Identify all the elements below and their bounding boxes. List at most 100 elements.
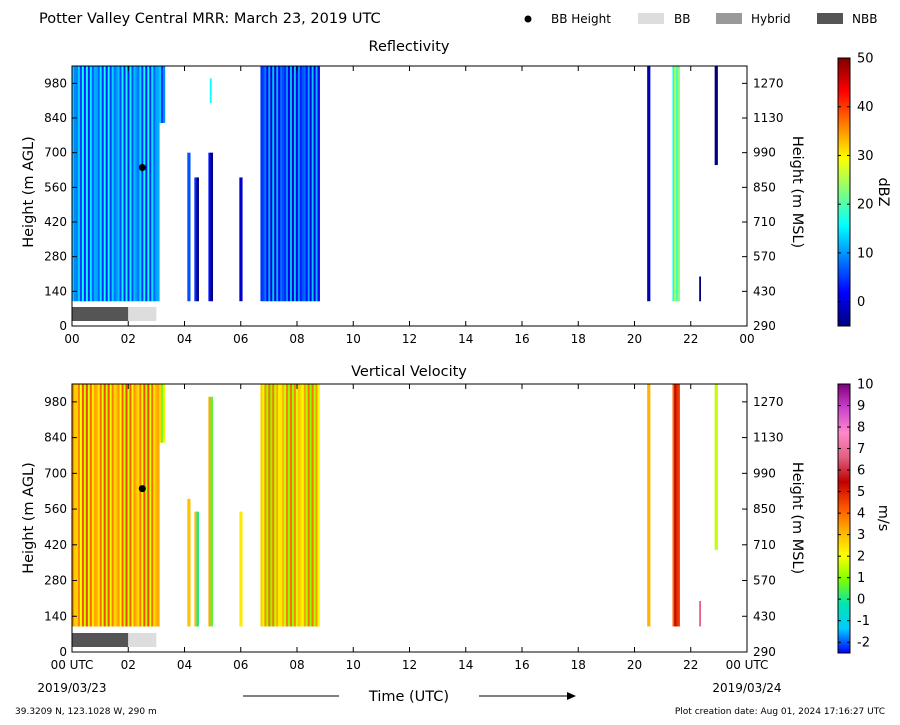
echo-stripe <box>210 396 214 627</box>
y2-tick-label: 990 <box>753 466 776 480</box>
echo-stripe <box>83 384 87 627</box>
echo-stripe <box>317 384 320 627</box>
echo-stripe <box>289 384 293 627</box>
echo-stripe <box>187 152 191 302</box>
y2-tick-label: 990 <box>753 146 776 160</box>
echo-stripe <box>672 384 675 627</box>
reflectivity-colorbar-label: dBZ <box>875 177 891 206</box>
echo-stripe <box>147 384 150 627</box>
x-tick-label: 02 <box>121 332 136 346</box>
x-axis-label: Time (UTC) <box>368 689 449 705</box>
echo-stripe <box>149 384 152 627</box>
bb-height-marker <box>138 485 146 493</box>
echo-stripe <box>286 66 289 302</box>
echo-columns <box>72 66 718 302</box>
colorbar-tick-label: 7 <box>857 442 865 457</box>
x-tick-label: 12 <box>402 658 417 672</box>
echo-stripe <box>73 384 77 627</box>
legend-nbb-swatch <box>817 13 843 24</box>
echo-stripe <box>99 66 103 302</box>
colorbar <box>837 383 851 654</box>
echo-stripe <box>77 384 81 627</box>
x-tick-label: 20 <box>627 658 642 672</box>
echo-stripe <box>297 384 301 627</box>
echo-stripe <box>113 66 116 302</box>
colorbar-tick-label: -2 <box>857 636 870 651</box>
echo-stripe <box>159 66 162 123</box>
y2-tick-label: 430 <box>753 609 776 623</box>
y2-tick-label: 290 <box>753 319 776 333</box>
plot-frame <box>71 65 748 327</box>
echo-stripe <box>105 384 109 627</box>
station-location: 39.3209 N, 123.1028 W, 290 m <box>15 707 157 717</box>
echo-stripe <box>714 66 718 166</box>
echo-stripe <box>125 384 128 627</box>
y-tick-label: 0 <box>59 319 67 333</box>
echo-stripe <box>299 66 303 302</box>
echo-stripe <box>133 384 136 627</box>
echo-stripe <box>155 384 158 627</box>
x-tick-label: 16 <box>514 658 529 672</box>
vertical-velocity-ylabel: Height (m AGL) <box>21 462 37 574</box>
echo-stripe <box>293 384 297 627</box>
echo-stripe <box>162 66 166 123</box>
echo-stripe <box>194 177 197 302</box>
end-date: 2019/03/24 <box>712 681 781 695</box>
colorbar-tick-label: 9 <box>857 399 865 414</box>
echo-stripe <box>315 66 318 302</box>
x-tick-label: 00 <box>739 332 754 346</box>
echo-stripe <box>266 66 269 302</box>
colorbar-tick-label: 20 <box>857 198 874 213</box>
x-tick-label: 10 <box>346 658 361 672</box>
bb-bar-segment-nbb <box>72 307 129 321</box>
echo-stripe <box>311 66 314 302</box>
echo-stripe <box>153 66 156 302</box>
y-tick-label: 280 <box>44 574 67 588</box>
y2-tick-label: 1130 <box>753 431 784 445</box>
echo-stripe <box>262 384 265 627</box>
echo-stripe <box>276 66 279 302</box>
echo-stripe <box>89 66 93 302</box>
colorbar-tick-label: 0 <box>857 295 865 310</box>
echo-stripe <box>127 66 130 302</box>
echo-stripe <box>297 66 301 302</box>
echo-stripe <box>282 66 285 302</box>
y-tick-label: 560 <box>44 180 67 194</box>
x-tick-label: 22 <box>683 332 698 346</box>
echo-stripe <box>129 384 132 627</box>
echo-stripe <box>131 66 134 302</box>
echo-stripe <box>75 66 79 302</box>
echo-stripe <box>305 384 309 627</box>
echo-stripe <box>672 66 675 302</box>
legend-bb-height-marker <box>524 15 532 23</box>
x-tick-label: 00 UTC <box>726 658 769 672</box>
x-tick-label: 18 <box>571 332 586 346</box>
echo-stripe <box>162 384 166 443</box>
x-tick-label: 02 <box>121 658 136 672</box>
echo-stripe <box>299 384 303 627</box>
y-tick-label: 0 <box>59 645 67 659</box>
echo-stripe <box>95 66 99 302</box>
echo-stripe <box>147 66 150 302</box>
legend-hybrid-swatch <box>716 13 742 24</box>
echo-stripe <box>81 66 85 302</box>
echo-stripe <box>675 66 679 302</box>
echo-stripe <box>274 66 277 302</box>
echo-stripe <box>714 384 718 550</box>
echo-stripe <box>309 66 313 302</box>
echo-stripe <box>307 66 311 302</box>
echo-stripe <box>123 384 126 627</box>
echo-stripe <box>119 384 122 627</box>
echo-stripe <box>101 66 105 302</box>
colorbar-tick-label: 3 <box>857 528 865 543</box>
echo-stripe <box>291 384 295 627</box>
x-tick-label: 04 <box>177 658 192 672</box>
echo-stripe <box>111 66 115 302</box>
legend-nbb-label: NBB <box>852 12 877 26</box>
echo-stripe <box>73 66 77 302</box>
y2-tick-label: 850 <box>753 180 776 194</box>
plot-frame <box>71 383 748 653</box>
echo-stripe <box>647 384 651 627</box>
echo-stripe <box>141 384 144 627</box>
